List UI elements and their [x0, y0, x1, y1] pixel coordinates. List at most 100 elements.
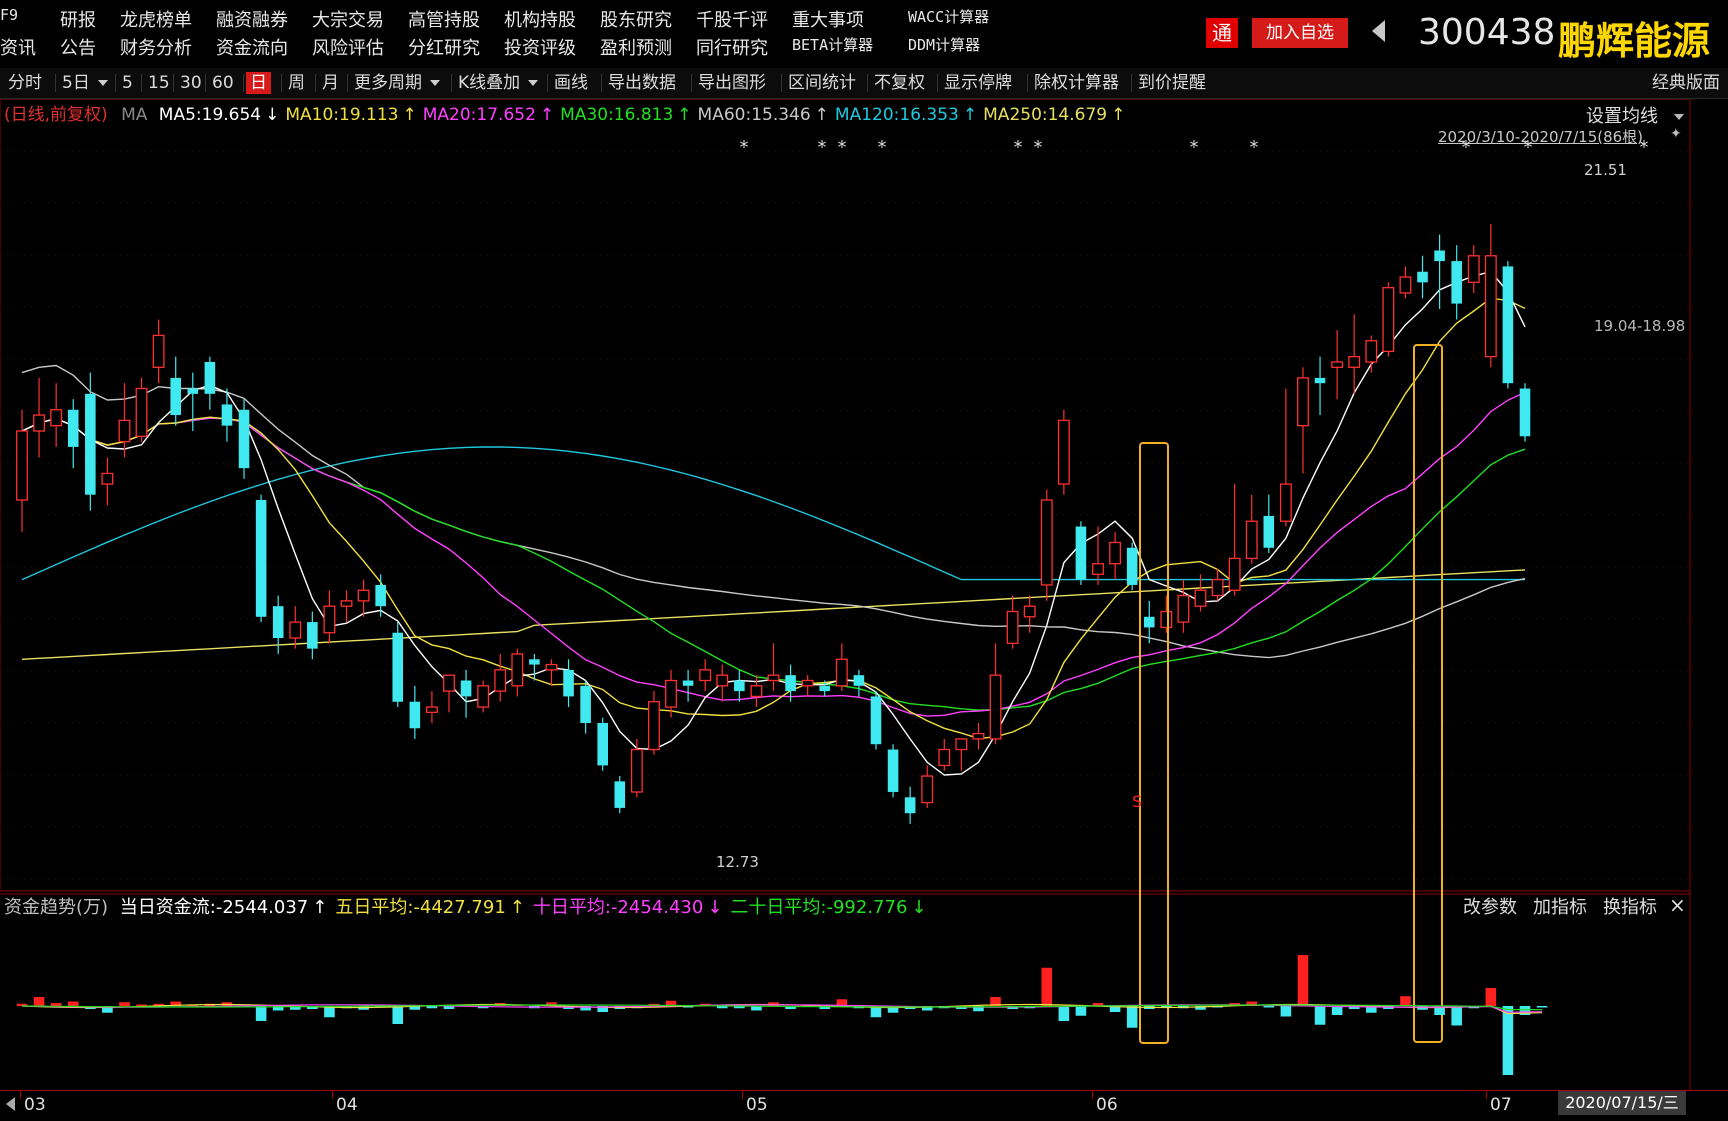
toolbar-item[interactable]: 60 — [208, 72, 238, 94]
back-arrow-icon[interactable] — [1372, 20, 1385, 42]
candle-body — [1245, 520, 1258, 560]
pin-icon[interactable]: ✦ — [1670, 126, 1682, 142]
change-params-button[interactable]: 改参数 — [1463, 897, 1517, 918]
flow-value: 二十日平均:-992.776 — [730, 897, 908, 918]
nav-item[interactable]: 研报 — [60, 10, 96, 31]
toolbar-item[interactable]: 区间统计 — [784, 72, 860, 94]
event-marker: * — [1524, 137, 1533, 158]
nav-item[interactable]: 风险评估 — [312, 38, 384, 59]
candle-body — [1519, 388, 1531, 437]
nav-item[interactable]: 公告 — [60, 38, 96, 59]
ma-legend: (日线,前复权) MA MA5:19.654 ↓ MA10:19.113 ↑ MA20:… — [4, 100, 1131, 125]
nav-item[interactable]: 资讯 — [0, 38, 36, 59]
toolbar-item[interactable]: 分时 — [4, 72, 46, 94]
toolbar-item[interactable]: 5 — [118, 72, 137, 94]
candle-body — [85, 393, 96, 495]
flow-bar — [1058, 1006, 1070, 1021]
candle-body — [1006, 610, 1019, 644]
flow-bar — [1297, 955, 1309, 1006]
nav-item[interactable]: 重大事项 — [792, 10, 864, 31]
nav-item[interactable]: 同行研究 — [696, 38, 768, 59]
scroll-left-icon[interactable] — [6, 1097, 15, 1111]
candle-body — [1451, 261, 1462, 304]
nav-item[interactable]: 机构持股 — [504, 10, 576, 31]
candle-body — [477, 685, 490, 708]
candle-body — [699, 669, 712, 682]
kline-chart[interactable]: * * * * * * * * * * * 21.51 12.73 19.04-18.98 S — [0, 99, 1728, 1091]
flow-bar — [272, 1006, 284, 1011]
toolbar-item[interactable]: 显示停牌 — [940, 72, 1016, 94]
toolbar-item-label: 日 — [250, 73, 267, 93]
low-price-label: 12.73 — [716, 853, 759, 871]
candle-body — [392, 632, 404, 702]
toolbar-item[interactable]: 不复权 — [870, 72, 929, 94]
trend-arrow-icon: ↑ — [509, 897, 525, 918]
classic-layout-button[interactable]: 经典版面 — [1652, 73, 1720, 93]
flow-bar — [170, 1001, 182, 1006]
toolbar-item[interactable]: 画线 — [550, 72, 592, 94]
trend-arrow-icon: ↓ — [911, 897, 927, 918]
candle-body — [597, 722, 608, 766]
toolbar-item-label: 区间统计 — [788, 73, 856, 93]
flow-value: 五日平均:-4427.791 — [335, 897, 506, 918]
toolbar-item-label: 30 — [180, 73, 202, 93]
nav-item[interactable]: BETA计算器 — [792, 36, 874, 54]
nav-item[interactable]: 高管持股 — [408, 10, 480, 31]
toolbar-item[interactable]: 15 — [144, 72, 174, 94]
flow-bar — [546, 1002, 557, 1006]
candle-body — [1177, 594, 1190, 623]
nav-item[interactable]: 龙虎榜单 — [120, 10, 192, 31]
nav-item[interactable]: 财务分析 — [120, 38, 192, 59]
add-indicator-button[interactable]: 加指标 — [1533, 897, 1587, 918]
toolbar-item[interactable]: 月 — [318, 72, 343, 94]
toolbar-item[interactable]: 更多周期 — [350, 72, 444, 94]
nav-item[interactable]: 分红研究 — [408, 38, 480, 59]
toolbar-item[interactable]: 到价提醒 — [1134, 72, 1210, 94]
toolbar-item[interactable]: 日 — [246, 72, 271, 94]
nav-item[interactable]: 融资融券 — [216, 10, 288, 31]
flow-bar — [136, 1004, 147, 1006]
candle-body — [33, 414, 46, 432]
toolbar-item[interactable]: 30 — [176, 72, 206, 94]
nav-item[interactable]: 大宗交易 — [312, 10, 384, 31]
toolbar-item[interactable]: 5日 — [58, 72, 112, 94]
nav-item[interactable]: 股东研究 — [600, 10, 672, 31]
ma-setting-button[interactable]: 设置均线 — [1586, 102, 1684, 128]
toolbar-item[interactable]: K线叠加 — [454, 72, 542, 94]
flow-bar — [1502, 1006, 1514, 1075]
flow-bar — [1092, 1003, 1104, 1006]
toolbar-item[interactable]: 导出数据 — [604, 72, 680, 94]
candle-body — [938, 748, 951, 767]
candle-body — [1040, 499, 1053, 586]
toolbar-item[interactable]: 周 — [284, 72, 309, 94]
nav-item[interactable]: 盈利预测 — [600, 38, 672, 59]
candle-body — [1484, 255, 1497, 358]
flow-bar — [102, 1006, 113, 1013]
candle-body — [375, 584, 386, 607]
nav-item[interactable]: 投资评级 — [504, 38, 576, 59]
nav-item[interactable]: 资金流向 — [216, 38, 288, 59]
candle-body — [50, 409, 63, 427]
switch-indicator-button[interactable]: 换指标 — [1603, 897, 1657, 918]
nav-item[interactable]: DDM计算器 — [908, 36, 981, 54]
close-icon[interactable]: × — [1669, 893, 1686, 917]
ma-label: MA — [121, 105, 148, 125]
stock-name: 鹏辉能源 — [1558, 19, 1711, 63]
candle-body — [1023, 605, 1036, 618]
candle-body — [767, 674, 780, 682]
trend-arrow-icon: ↑ — [539, 105, 555, 125]
toolbar-item[interactable]: 导出图形 — [694, 72, 770, 94]
ma10-line — [21, 297, 1526, 740]
tong-button[interactable]: 通 — [1206, 18, 1238, 48]
flow-bar — [1400, 996, 1411, 1006]
flow-bar — [477, 1006, 489, 1009]
toolbar-item-label: 5日 — [62, 73, 90, 93]
flow-bar — [119, 1002, 130, 1006]
nav-item[interactable]: WACC计算器 — [908, 8, 990, 26]
add-to-watchlist-button[interactable]: 加入自选 — [1252, 18, 1348, 48]
nav-item[interactable]: 千股千评 — [696, 10, 768, 31]
nav-item[interactable]: F9 — [0, 6, 19, 24]
candle-body — [682, 680, 694, 686]
toolbar-item[interactable]: 除权计算器 — [1030, 72, 1123, 94]
flow-bar — [1280, 1006, 1292, 1017]
